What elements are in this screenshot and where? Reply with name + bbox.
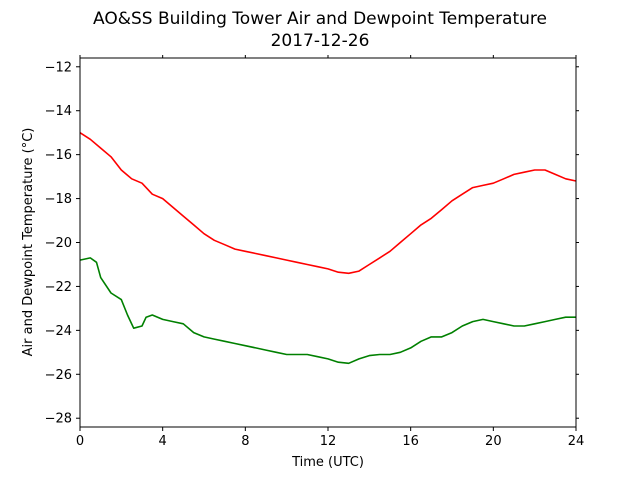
x-tick-label: 20 (485, 434, 502, 449)
series-line-1 (79, 257, 576, 365)
y-tick-label: −14 (45, 104, 72, 119)
chart-title: AO&SS Building Tower Air and Dewpoint Te… (93, 9, 547, 29)
x-tick-label: 4 (159, 434, 167, 449)
y-tick-label: −12 (45, 60, 72, 75)
chart-subtitle: 2017-12-26 (271, 31, 370, 51)
y-tick-label: −28 (45, 412, 72, 427)
plot-frame (79, 57, 577, 428)
x-tick-label: 24 (568, 434, 585, 449)
y-tick-label: −26 (45, 368, 72, 383)
x-tick-label: 12 (320, 434, 337, 449)
y-tick-label: −18 (45, 192, 72, 207)
y-tick-label: −20 (45, 236, 72, 251)
y-tick-label: −16 (45, 148, 72, 163)
x-tick-label: 8 (241, 434, 249, 449)
x-tick-label: 0 (76, 434, 84, 449)
y-tick-label: −22 (45, 280, 72, 295)
y-tick-label: −24 (45, 324, 72, 339)
series-layer (79, 132, 577, 365)
tick-layer: 0 4 8 12 16 20 24 −28 −26 −24 −22 −20 −18 −16 −14 −12 (45, 55, 585, 449)
series-line-0 (79, 132, 577, 275)
x-tick-label: 16 (402, 434, 419, 449)
x-axis-label: Time (UTC) (291, 455, 364, 470)
y-axis-label: Air and Dewpoint Temperature (°C) (21, 128, 36, 357)
